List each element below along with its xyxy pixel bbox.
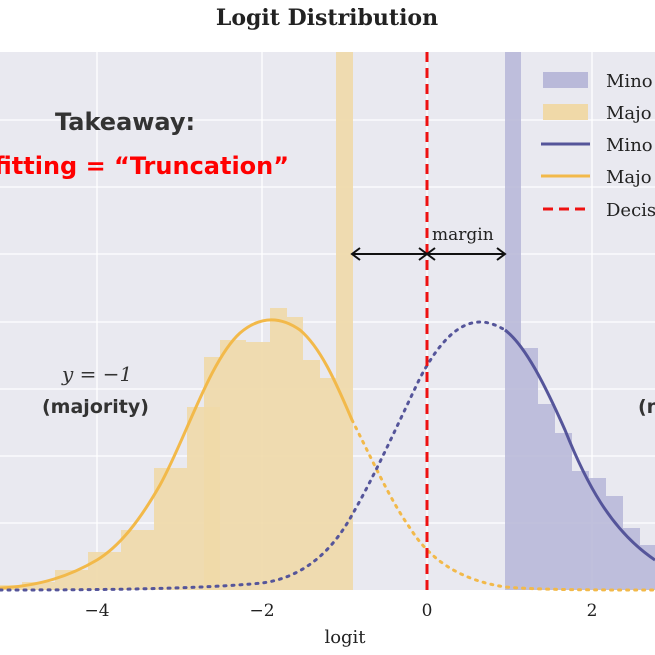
legend: Mino Majo Mino Majo Decis [541,71,655,221]
y-label-annotation: y = −1 [61,362,132,386]
margin-label: margin [432,225,494,245]
majority-curve-solid [0,318,354,590]
minority-histogram [505,52,655,590]
legend-label-majority-line: Majo [606,167,652,188]
x-tick: 2 [587,601,598,621]
minority-curve-solid [504,328,655,562]
margin-arrows [350,247,507,261]
chart-title: Logit Distribution [216,5,438,31]
majority-histogram [0,52,353,590]
legend-label-majority-hist: Majo [606,103,652,124]
truncation-text: fitting = “Truncation” [0,152,289,180]
takeaway-heading: Takeaway: [55,108,195,136]
legend-swatch-minority-hist [543,72,588,88]
x-tick: 0 [422,601,433,621]
minority-annotation-cut: (n [638,396,655,418]
legend-label-minority-hist: Mino [606,71,653,92]
minority-curve-dotted [0,320,507,592]
legend-label-decision: Decis [606,200,655,221]
legend-swatch-majority-hist [543,104,588,120]
x-tick: −4 [84,601,109,621]
legend-label-minority-line: Mino [606,135,653,156]
x-axis-label: logit [324,627,366,648]
x-tick: −2 [249,601,274,621]
majority-annotation: (majority) [42,396,149,418]
majority-curve-dotted [350,418,655,592]
